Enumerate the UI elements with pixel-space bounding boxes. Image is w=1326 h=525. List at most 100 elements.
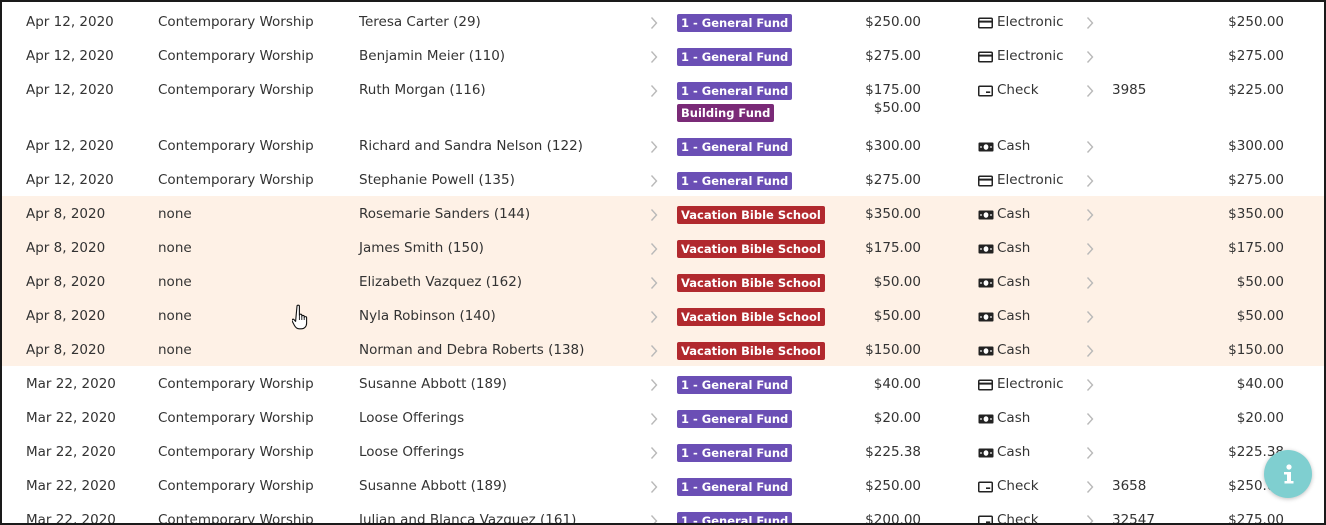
chevron-right-icon[interactable]: [647, 342, 661, 360]
check-number: 32547: [1112, 512, 1155, 525]
chevron-right-icon[interactable]: [647, 240, 661, 258]
fund-badge: 1 - General Fund: [677, 82, 793, 100]
chevron-right-icon[interactable]: [647, 376, 661, 394]
table-row[interactable]: Apr 12, 2020 Contemporary Worship Ruth Mor…: [2, 72, 1324, 128]
chevron-right-icon[interactable]: [647, 410, 661, 428]
fund-badge: Vacation Bible School: [677, 274, 825, 292]
chevron-right-icon[interactable]: [1083, 512, 1097, 523]
person-link[interactable]: Loose Offerings: [359, 444, 465, 460]
table-row[interactable]: Apr 12, 2020 Contemporary Worship Benjamin…: [2, 38, 1324, 72]
fund-amount: $275.00: [865, 48, 921, 64]
service-cell: none: [158, 308, 192, 324]
table-row[interactable]: Mar 22, 2020 Contemporary Worship Susanne …: [2, 366, 1324, 400]
table-row[interactable]: Apr 8, 2020 none James Smith (150) Vacation…: [2, 230, 1324, 264]
fund-amounts: $50.00: [874, 307, 921, 325]
table-row[interactable]: Mar 22, 2020 Contemporary Worship Loose Of…: [2, 434, 1324, 468]
payment-method: Cash: [978, 443, 1030, 461]
fund-amounts: $175.00 $50.00: [865, 81, 921, 117]
table-row[interactable]: Apr 12, 2020 Contemporary Worship Teresa C…: [2, 4, 1324, 38]
chevron-right-icon[interactable]: [1083, 48, 1097, 66]
fund-amounts: $150.00: [865, 341, 921, 359]
chevron-right-icon[interactable]: [647, 206, 661, 224]
chevron-right-icon[interactable]: [647, 308, 661, 326]
payment-method-label: Cash: [997, 138, 1031, 154]
chevron-right-icon[interactable]: [647, 444, 661, 462]
chevron-right-icon[interactable]: [1083, 478, 1097, 496]
chevron-right-icon[interactable]: [1083, 342, 1097, 360]
date-cell: Apr 8, 2020: [26, 342, 106, 358]
table-row[interactable]: Mar 22, 2020 Contemporary Worship Julian a…: [2, 502, 1324, 525]
chevron-right-icon[interactable]: [1083, 410, 1097, 428]
table-row[interactable]: Apr 12, 2020 Contemporary Worship Richard …: [2, 128, 1324, 162]
fund-badges: 1 - General Fund: [677, 138, 793, 156]
payment-method: Electronic: [978, 13, 1064, 31]
date-cell: Mar 22, 2020: [26, 376, 116, 392]
service-cell: none: [158, 342, 192, 358]
person-link[interactable]: James Smith (150): [359, 240, 484, 256]
info-button[interactable]: [1264, 450, 1312, 498]
person-link[interactable]: Richard and Sandra Nelson (122): [359, 138, 583, 154]
person-link[interactable]: Benjamin Meier (110): [359, 48, 506, 64]
chevron-right-icon[interactable]: [1083, 240, 1097, 258]
chevron-right-icon[interactable]: [1083, 172, 1097, 190]
fund-amount: $225.38: [865, 444, 921, 460]
check-icon: [978, 84, 993, 97]
person-link[interactable]: Ruth Morgan (116): [359, 82, 486, 98]
chevron-right-icon[interactable]: [647, 14, 661, 32]
total-amount: $40.00: [1236, 376, 1284, 392]
table-row[interactable]: Apr 8, 2020 none Rosemarie Sanders (144) Va…: [2, 196, 1324, 230]
chevron-right-icon[interactable]: [1083, 82, 1097, 100]
chevron-right-icon[interactable]: [647, 512, 661, 523]
fund-amount: $200.00: [865, 512, 921, 525]
person-link[interactable]: Norman and Debra Roberts (138): [359, 342, 585, 358]
fund-amounts: $300.00: [865, 137, 921, 155]
payment-method: Cash: [978, 409, 1030, 427]
table-row[interactable]: Apr 8, 2020 none Nyla Robinson (140) Vacati…: [2, 298, 1324, 332]
fund-amounts: $175.00: [865, 239, 921, 257]
service-cell: Contemporary Worship: [158, 444, 314, 460]
person-link[interactable]: Stephanie Powell (135): [359, 172, 515, 188]
person-link[interactable]: Loose Offerings: [359, 410, 465, 426]
fund-badges: Vacation Bible School: [677, 240, 825, 258]
chevron-right-icon[interactable]: [647, 172, 661, 190]
fund-badges: Vacation Bible School: [677, 274, 825, 292]
total-amount: $350.00: [1228, 206, 1284, 222]
date-cell: Mar 22, 2020: [26, 410, 116, 426]
chevron-right-icon[interactable]: [647, 48, 661, 66]
person-link[interactable]: Elizabeth Vazquez (162): [359, 274, 523, 290]
table-row[interactable]: Apr 12, 2020 Contemporary Worship Stephani…: [2, 162, 1324, 196]
person-link[interactable]: Teresa Carter (29): [359, 14, 481, 30]
chevron-right-icon[interactable]: [1083, 308, 1097, 326]
fund-amount: $40.00: [873, 376, 921, 392]
chevron-right-icon[interactable]: [647, 274, 661, 292]
payment-method-label: Electronic: [997, 376, 1064, 392]
payment-method-label: Cash: [997, 444, 1031, 460]
chevron-right-icon[interactable]: [1083, 138, 1097, 156]
chevron-right-icon[interactable]: [1083, 274, 1097, 292]
chevron-right-icon[interactable]: [1083, 206, 1097, 224]
total-amount: $20.00: [1236, 410, 1284, 426]
total-amount: $275.00: [1228, 512, 1284, 525]
table-row[interactable]: Apr 8, 2020 none Elizabeth Vazquez (162) Va…: [2, 264, 1324, 298]
fund-amount: $175.00: [865, 82, 921, 98]
fund-badge: 1 - General Fund: [677, 478, 793, 496]
person-link[interactable]: Susanne Abbott (189): [359, 478, 507, 494]
chevron-right-icon[interactable]: [647, 478, 661, 496]
chevron-right-icon[interactable]: [1083, 444, 1097, 462]
chevron-right-icon[interactable]: [647, 82, 661, 100]
service-cell: Contemporary Worship: [158, 478, 314, 494]
date-cell: Mar 22, 2020: [26, 478, 116, 494]
table-row[interactable]: Apr 8, 2020 none Norman and Debra Roberts …: [2, 332, 1324, 366]
person-link[interactable]: Nyla Robinson (140): [359, 308, 496, 324]
total-amount: $300.00: [1228, 138, 1284, 154]
person-link[interactable]: Rosemarie Sanders (144): [359, 206, 531, 222]
table-row[interactable]: Mar 22, 2020 Contemporary Worship Susanne …: [2, 468, 1324, 502]
person-link[interactable]: Susanne Abbott (189): [359, 376, 507, 392]
service-cell: Contemporary Worship: [158, 14, 314, 30]
chevron-right-icon[interactable]: [647, 138, 661, 156]
table-row[interactable]: Mar 22, 2020 Contemporary Worship Loose Of…: [2, 400, 1324, 434]
person-link[interactable]: Julian and Blanca Vazquez (161): [359, 512, 577, 525]
chevron-right-icon[interactable]: [1083, 14, 1097, 32]
chevron-right-icon[interactable]: [1083, 376, 1097, 394]
